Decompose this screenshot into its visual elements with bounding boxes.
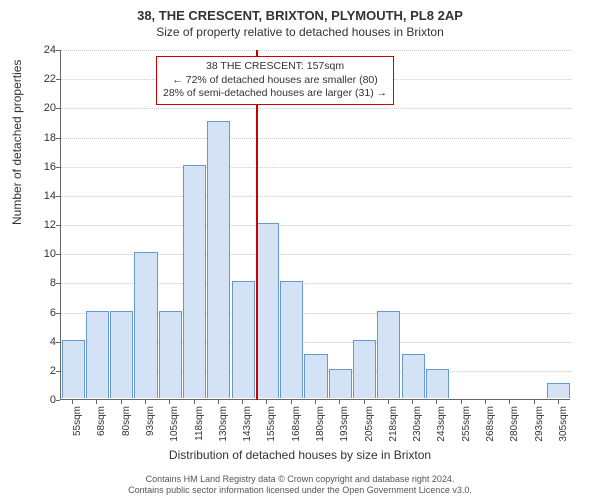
xtick-mark	[169, 400, 170, 404]
ytick-mark	[56, 283, 60, 284]
xtick-mark	[364, 400, 365, 404]
grid-line	[61, 225, 571, 226]
ytick-mark	[56, 342, 60, 343]
histogram-bar	[280, 281, 303, 398]
histogram-bar	[402, 354, 425, 398]
ytick-mark	[56, 50, 60, 51]
xtick-mark	[388, 400, 389, 404]
annotation-box: 38 THE CRESCENT: 157sqm← 72% of detached…	[156, 56, 394, 105]
xtick-mark	[145, 400, 146, 404]
ytick-label: 10	[26, 248, 56, 260]
ytick-label: 0	[26, 394, 56, 406]
histogram-bar	[304, 354, 327, 398]
annotation-line: 38 THE CRESCENT: 157sqm	[163, 60, 387, 74]
ytick-mark	[56, 138, 60, 139]
ytick-label: 8	[26, 277, 56, 289]
ytick-label: 4	[26, 336, 56, 348]
xtick-mark	[315, 400, 316, 404]
histogram-bar	[159, 311, 182, 399]
histogram-bar	[62, 340, 85, 398]
xtick-mark	[96, 400, 97, 404]
histogram-bar	[547, 383, 570, 398]
histogram-bar	[426, 369, 449, 398]
chart-subtitle: Size of property relative to detached ho…	[0, 23, 600, 39]
xtick-mark	[121, 400, 122, 404]
grid-line	[61, 196, 571, 197]
footer-attribution: Contains HM Land Registry data © Crown c…	[0, 474, 600, 497]
xtick-mark	[194, 400, 195, 404]
xtick-mark	[436, 400, 437, 404]
y-axis-label: Number of detached properties	[10, 60, 24, 225]
chart-title: 38, THE CRESCENT, BRIXTON, PLYMOUTH, PL8…	[0, 0, 600, 23]
ytick-label: 16	[26, 161, 56, 173]
ytick-label: 12	[26, 219, 56, 231]
xtick-mark	[291, 400, 292, 404]
x-axis-label: Distribution of detached houses by size …	[0, 448, 600, 462]
ytick-mark	[56, 254, 60, 255]
grid-line	[61, 50, 571, 51]
histogram-bar	[183, 165, 206, 398]
ytick-mark	[56, 196, 60, 197]
grid-line	[61, 138, 571, 139]
ytick-mark	[56, 400, 60, 401]
histogram-bar	[110, 311, 133, 399]
histogram-bar	[207, 121, 230, 398]
ytick-mark	[56, 167, 60, 168]
footer-line-1: Contains HM Land Registry data © Crown c…	[146, 474, 455, 484]
plot-box: 38 THE CRESCENT: 157sqm← 72% of detached…	[60, 50, 570, 400]
ytick-label: 2	[26, 365, 56, 377]
ytick-label: 6	[26, 307, 56, 319]
ytick-label: 14	[26, 190, 56, 202]
xtick-mark	[339, 400, 340, 404]
xtick-mark	[242, 400, 243, 404]
ytick-label: 18	[26, 132, 56, 144]
histogram-bar	[86, 311, 109, 399]
annotation-line: 28% of semi-detached houses are larger (…	[163, 87, 387, 101]
footer-line-2: Contains public sector information licen…	[128, 485, 472, 495]
xtick-mark	[558, 400, 559, 404]
ytick-label: 20	[26, 102, 56, 114]
annotation-line: ← 72% of detached houses are smaller (80…	[163, 74, 387, 88]
ytick-mark	[56, 313, 60, 314]
grid-line	[61, 108, 571, 109]
xtick-mark	[461, 400, 462, 404]
xtick-mark	[266, 400, 267, 404]
histogram-bar	[134, 252, 157, 398]
histogram-bar	[329, 369, 352, 398]
xtick-mark	[485, 400, 486, 404]
xtick-mark	[218, 400, 219, 404]
histogram-bar	[353, 340, 376, 398]
xtick-mark	[72, 400, 73, 404]
ytick-mark	[56, 225, 60, 226]
histogram-bar	[232, 281, 255, 398]
ytick-label: 24	[26, 44, 56, 56]
xtick-mark	[509, 400, 510, 404]
grid-line	[61, 167, 571, 168]
ytick-mark	[56, 371, 60, 372]
chart-container: 38, THE CRESCENT, BRIXTON, PLYMOUTH, PL8…	[0, 0, 600, 500]
plot-area: 38 THE CRESCENT: 157sqm← 72% of detached…	[60, 50, 570, 400]
xtick-mark	[534, 400, 535, 404]
histogram-bar	[377, 311, 400, 399]
xtick-mark	[412, 400, 413, 404]
ytick-label: 22	[26, 73, 56, 85]
ytick-mark	[56, 108, 60, 109]
ytick-mark	[56, 79, 60, 80]
histogram-bar	[256, 223, 279, 398]
